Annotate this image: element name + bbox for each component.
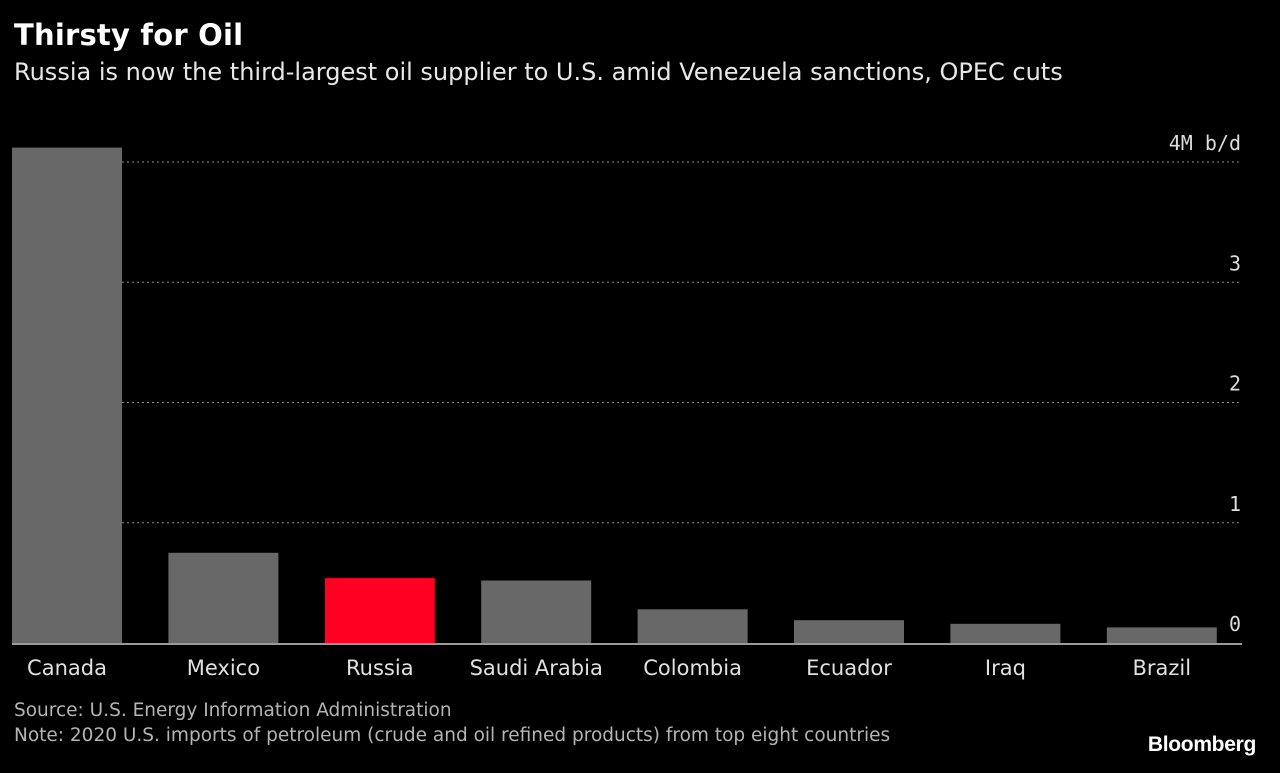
bar-ecuador xyxy=(794,620,904,643)
gridlines xyxy=(12,161,1242,524)
y-tick-label: 3 xyxy=(1229,251,1241,275)
bar-brazil xyxy=(1106,627,1217,643)
y-tick-label: 2 xyxy=(1229,372,1241,396)
category-label: Russia xyxy=(346,656,414,680)
footnote: Note: 2020 U.S. imports of petroleum (cr… xyxy=(14,725,891,746)
category-label: Saudi Arabia xyxy=(470,656,603,680)
category-label: Canada xyxy=(27,656,107,680)
y-axis-tick-labels: 0 1 2 3 4M b/d xyxy=(1169,131,1241,636)
bar-iraq xyxy=(950,623,1061,643)
chart-subtitle: Russia is now the third-largest oil supp… xyxy=(14,58,1063,86)
bar-chart: 0 1 2 3 4M b/d Canada Mexico Russia Saudi Arabi… xyxy=(12,131,1242,680)
y-tick-label: 1 xyxy=(1229,492,1241,516)
bar-canada xyxy=(12,147,122,643)
bloomberg-logo: Bloomberg xyxy=(1147,733,1256,756)
category-label: Mexico xyxy=(187,656,260,680)
source-note: Source: U.S. Energy Information Administ… xyxy=(14,700,452,721)
bar-mexico xyxy=(168,552,279,643)
y-tick-label: 4M b/d xyxy=(1169,131,1241,155)
bar-russia xyxy=(324,578,435,643)
bars xyxy=(12,147,1217,643)
category-label: Iraq xyxy=(985,656,1026,680)
chart-title: Thirsty for Oil xyxy=(14,18,244,52)
category-label: Colombia xyxy=(643,656,742,680)
x-axis-category-labels: Canada Mexico Russia Saudi Arabia Colombia Ec… xyxy=(27,656,1191,680)
category-label: Ecuador xyxy=(806,656,892,680)
category-label: Brazil xyxy=(1132,656,1191,680)
bar-saudi-arabia xyxy=(481,580,592,643)
y-tick-label: 0 xyxy=(1229,612,1241,636)
bar-colombia xyxy=(637,609,748,643)
